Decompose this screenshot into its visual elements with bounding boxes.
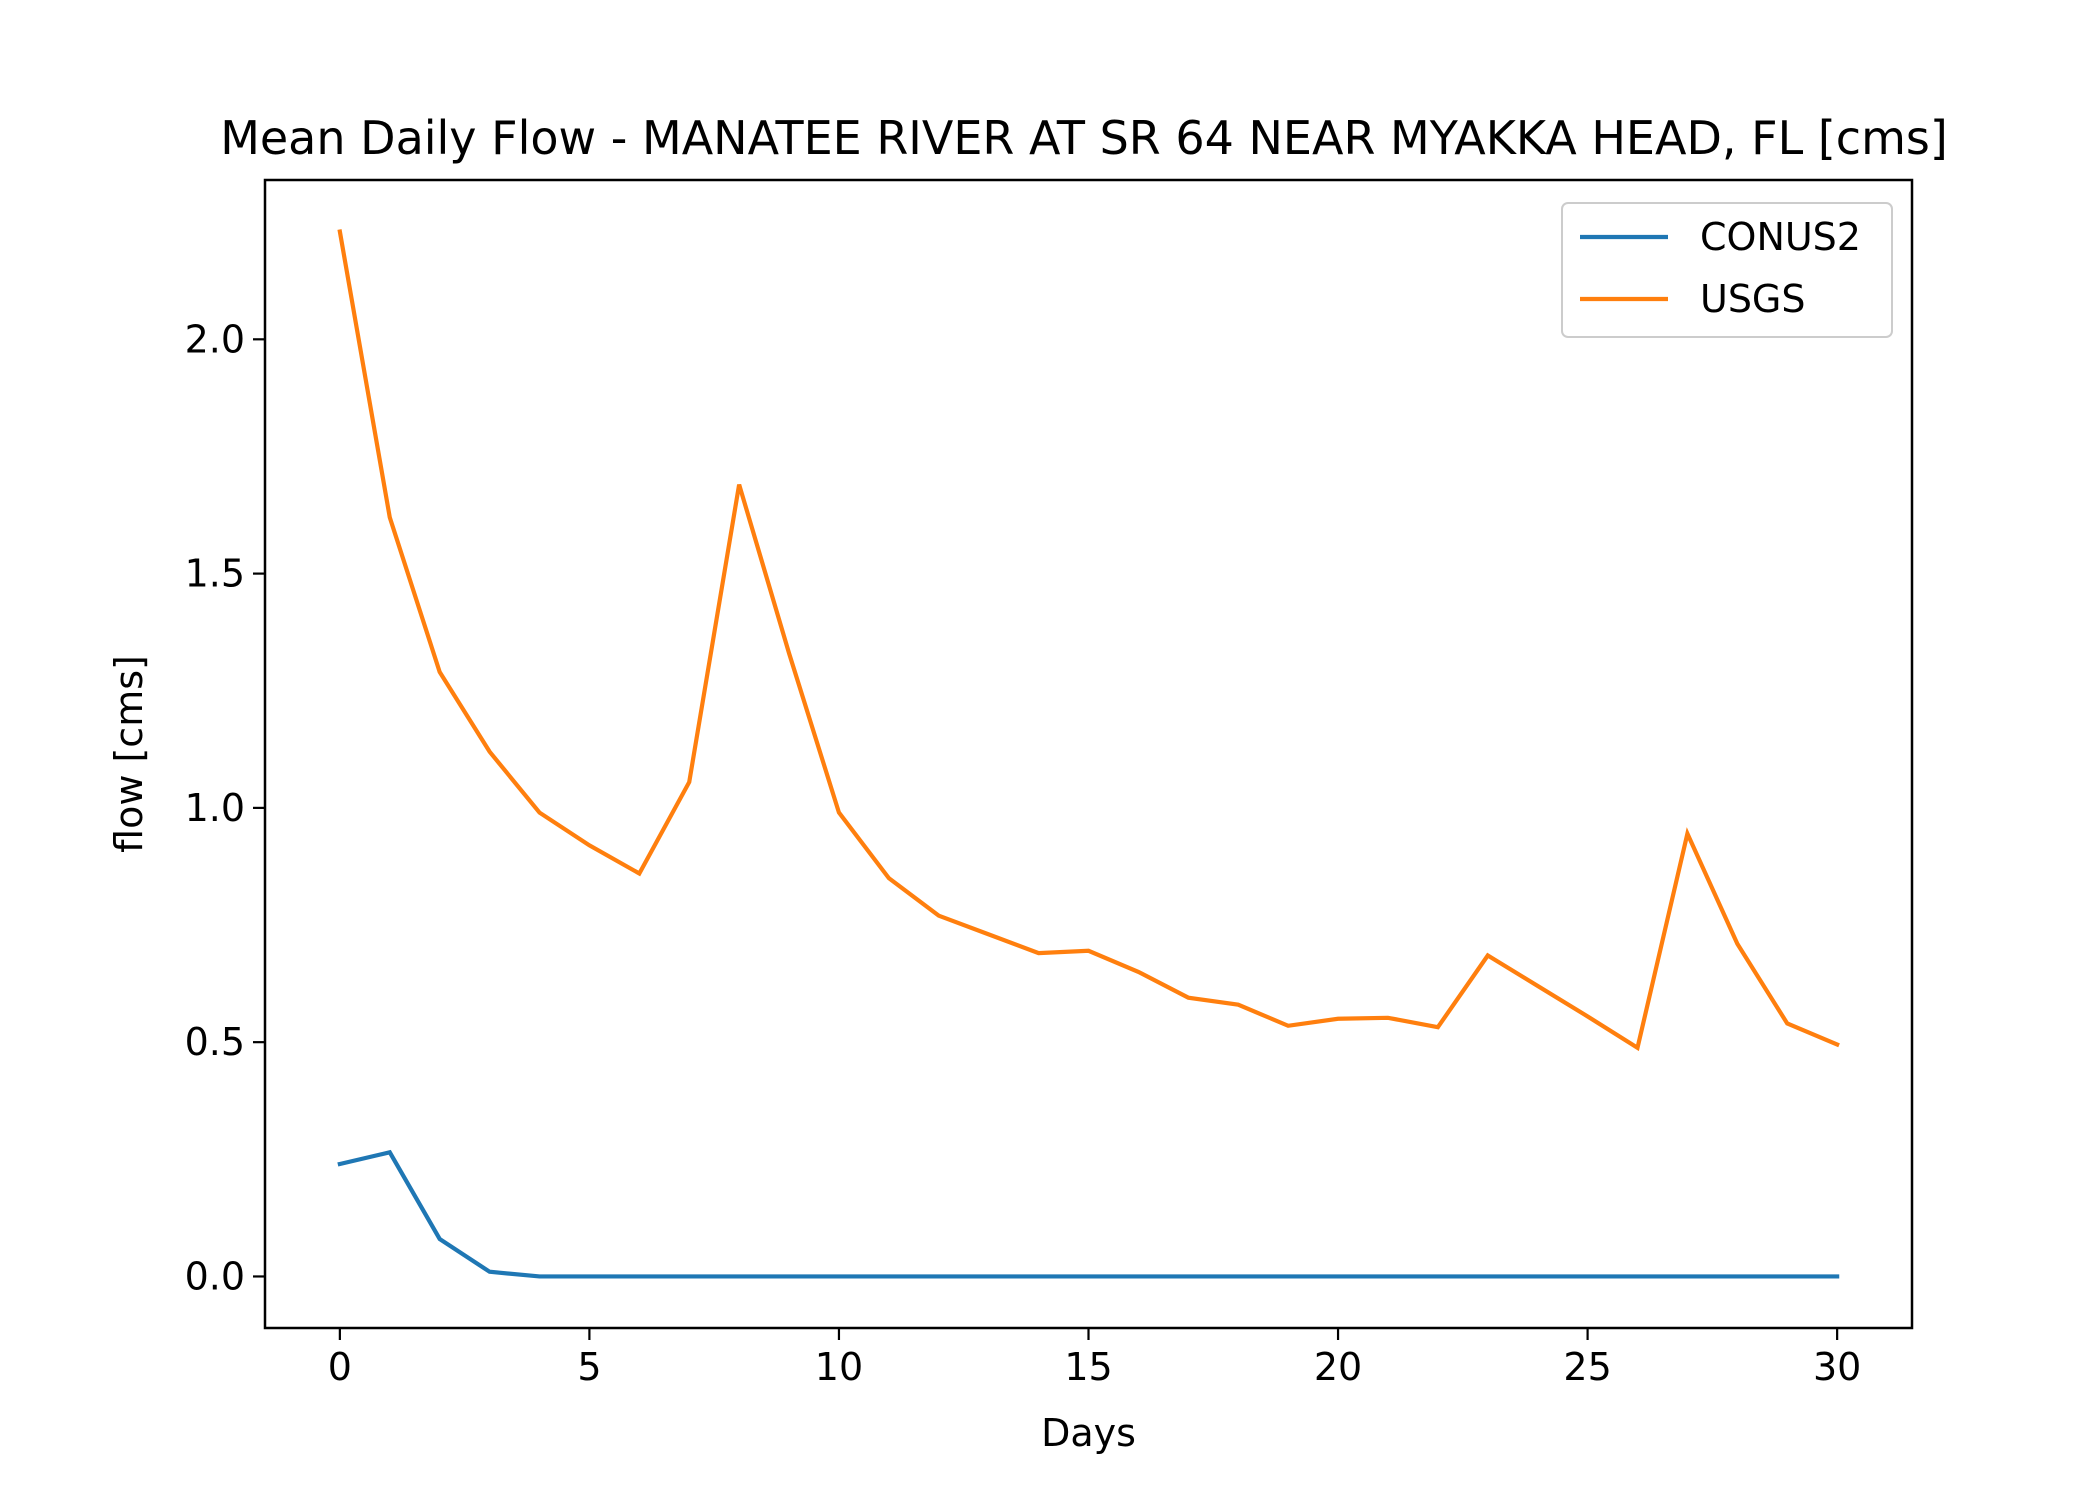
x-axis-ticks: 0 5 10 15 20 25 30 — [328, 1328, 1861, 1389]
y-tick-label: 0.0 — [185, 1254, 245, 1298]
x-tick-label: 0 — [328, 1345, 352, 1389]
x-tick-label: 10 — [815, 1345, 863, 1389]
x-tick-label: 5 — [577, 1345, 601, 1389]
legend-label-conus2: CONUS2 — [1700, 215, 1861, 259]
y-axis-ticks: 0.0 0.5 1.0 1.5 2.0 — [185, 317, 265, 1298]
y-tick-label: 2.0 — [185, 317, 245, 361]
y-tick-label: 1.5 — [185, 552, 245, 596]
x-tick-label: 30 — [1813, 1345, 1861, 1389]
legend: CONUS2 USGS — [1561, 202, 1893, 338]
x-tick-label: 15 — [1064, 1345, 1112, 1389]
chart-title: Mean Daily Flow - MANATEE RIVER AT SR 64… — [220, 111, 1948, 165]
x-tick-label: 20 — [1314, 1345, 1362, 1389]
x-axis-label: Days — [1041, 1411, 1136, 1455]
legend-label-usgs: USGS — [1700, 277, 1806, 321]
series-line-conus2 — [337, 1149, 1840, 1279]
y-tick-label: 0.5 — [185, 1020, 245, 1064]
x-tick-label: 25 — [1563, 1345, 1611, 1389]
y-axis-label: flow [cms] — [107, 655, 151, 853]
series-line-usgs — [337, 229, 1840, 1052]
y-tick-label: 1.0 — [185, 786, 245, 830]
series-layer — [337, 229, 1840, 1279]
